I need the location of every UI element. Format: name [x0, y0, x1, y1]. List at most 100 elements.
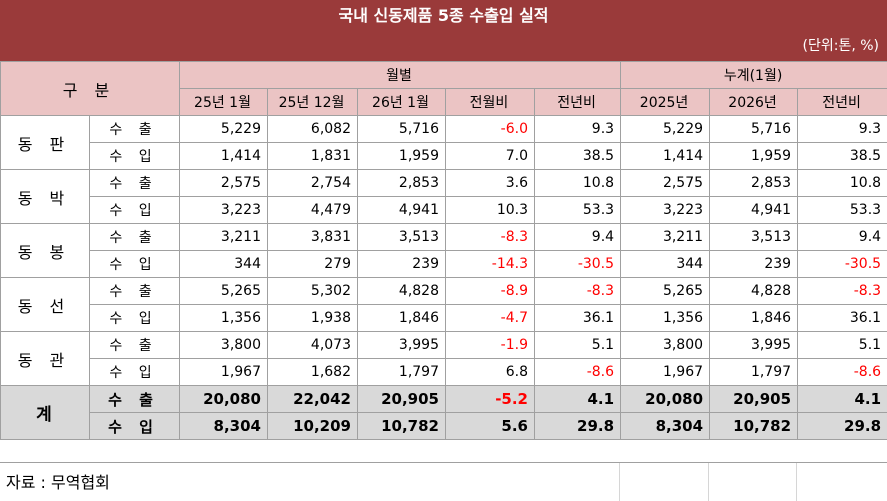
source-note: 자료 : 무역협회 — [6, 469, 110, 493]
value-cell: 9.3 — [798, 116, 887, 143]
trade-kind: 수 입 — [90, 305, 180, 332]
value-cell: 9.4 — [798, 224, 887, 251]
value-cell: 1,682 — [268, 359, 358, 386]
trade-kind: 수 입 — [90, 413, 180, 440]
value-cell: 1,938 — [268, 305, 358, 332]
header-cumulative: 누계(1월) — [621, 62, 887, 89]
value-cell: 3,995 — [358, 332, 446, 359]
value-cell: 3,800 — [180, 332, 268, 359]
trade-kind: 수 입 — [90, 251, 180, 278]
value-cell: 6,082 — [268, 116, 358, 143]
value-cell: -5.2 — [446, 386, 535, 413]
value-cell: 6.8 — [446, 359, 535, 386]
value-cell: -8.3 — [798, 278, 887, 305]
value-cell: 9.4 — [535, 224, 621, 251]
table-title: 국내 신동제품 5종 수출입 실적 — [0, 0, 887, 31]
value-cell: 1,797 — [710, 359, 798, 386]
value-cell: -4.7 — [446, 305, 535, 332]
header-col: 전월비 — [446, 89, 535, 116]
trade-kind: 수 출 — [90, 278, 180, 305]
value-cell: 1,846 — [358, 305, 446, 332]
trade-table: 구 분 월별 누계(1월) 25년 1월 25년 12월 26년 1월 전월비 … — [0, 61, 887, 440]
value-cell: 1,967 — [180, 359, 268, 386]
product-name: 동 선 — [1, 278, 90, 332]
value-cell: 1,959 — [358, 143, 446, 170]
value-cell: 2,853 — [710, 170, 798, 197]
value-cell: 4,828 — [358, 278, 446, 305]
value-cell: 38.5 — [798, 143, 887, 170]
value-cell: 36.1 — [798, 305, 887, 332]
value-cell: 4,941 — [358, 197, 446, 224]
value-cell: 8,304 — [621, 413, 710, 440]
value-cell: 29.8 — [535, 413, 621, 440]
value-cell: 3,211 — [180, 224, 268, 251]
value-cell: 1,959 — [710, 143, 798, 170]
trade-kind: 수 출 — [90, 116, 180, 143]
value-cell: 1,967 — [621, 359, 710, 386]
value-cell: 1,846 — [710, 305, 798, 332]
product-name: 동 박 — [1, 170, 90, 224]
value-cell: 9.3 — [535, 116, 621, 143]
trade-kind: 수 입 — [90, 143, 180, 170]
unit-label: (단위:톤, %) — [0, 31, 887, 61]
value-cell: 2,853 — [358, 170, 446, 197]
value-cell: 3,223 — [180, 197, 268, 224]
footer-gridline — [708, 463, 709, 501]
value-cell: 10,209 — [268, 413, 358, 440]
value-cell: 4,941 — [710, 197, 798, 224]
value-cell: -8.3 — [446, 224, 535, 251]
value-cell: 7.0 — [446, 143, 535, 170]
value-cell: 1,356 — [621, 305, 710, 332]
value-cell: 20,905 — [358, 386, 446, 413]
header-col: 전년비 — [535, 89, 621, 116]
value-cell: 4,073 — [268, 332, 358, 359]
source-footer: 자료 : 무역협회 — [0, 462, 887, 501]
value-cell: 10.8 — [535, 170, 621, 197]
value-cell: 3,995 — [710, 332, 798, 359]
value-cell: 5.1 — [535, 332, 621, 359]
value-cell: -6.0 — [446, 116, 535, 143]
value-cell: 20,905 — [710, 386, 798, 413]
trade-kind: 수 출 — [90, 332, 180, 359]
trade-kind: 수 출 — [90, 224, 180, 251]
table-body: 구 분 월별 누계(1월) 25년 1월 25년 12월 26년 1월 전월비 … — [1, 62, 887, 440]
value-cell: 53.3 — [535, 197, 621, 224]
value-cell: 5,302 — [268, 278, 358, 305]
header-row-group: 구 분 월별 누계(1월) — [1, 62, 887, 89]
value-cell: 5.6 — [446, 413, 535, 440]
value-cell: 38.5 — [535, 143, 621, 170]
trade-kind: 수 입 — [90, 359, 180, 386]
value-cell: 344 — [621, 251, 710, 278]
value-cell: 3,800 — [621, 332, 710, 359]
header-col: 2026년 — [710, 89, 798, 116]
value-cell: 5,716 — [358, 116, 446, 143]
value-cell: -30.5 — [535, 251, 621, 278]
value-cell: -1.9 — [446, 332, 535, 359]
value-cell: 1,414 — [621, 143, 710, 170]
header-col: 25년 1월 — [180, 89, 268, 116]
value-cell: 29.8 — [798, 413, 887, 440]
value-cell: 3,513 — [358, 224, 446, 251]
total-label: 계 — [1, 386, 90, 440]
value-cell: 5,265 — [621, 278, 710, 305]
value-cell: 4,479 — [268, 197, 358, 224]
value-cell: 4.1 — [798, 386, 887, 413]
value-cell: 2,575 — [180, 170, 268, 197]
value-cell: 8,304 — [180, 413, 268, 440]
value-cell: 5.1 — [798, 332, 887, 359]
trade-kind: 수 입 — [90, 197, 180, 224]
value-cell: 10,782 — [358, 413, 446, 440]
value-cell: 5,229 — [180, 116, 268, 143]
value-cell: -30.5 — [798, 251, 887, 278]
value-cell: 1,356 — [180, 305, 268, 332]
product-name: 동 봉 — [1, 224, 90, 278]
